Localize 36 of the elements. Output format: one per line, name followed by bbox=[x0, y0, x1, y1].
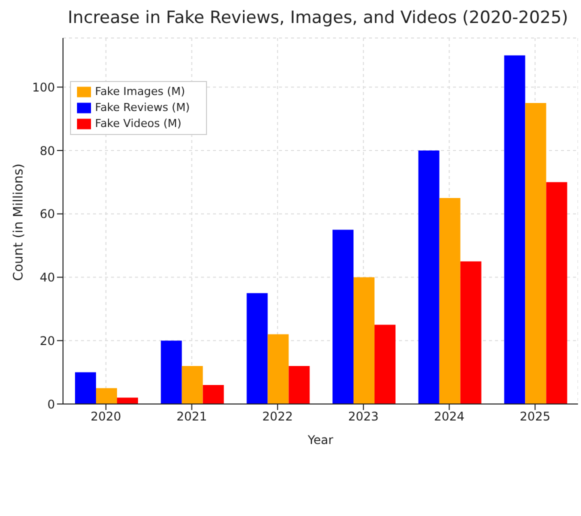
bar bbox=[75, 372, 96, 404]
bar bbox=[418, 150, 440, 404]
x-tick-label: 2020 bbox=[90, 410, 122, 424]
y-tick-label: 20 bbox=[40, 334, 55, 348]
bar bbox=[96, 388, 118, 404]
bar bbox=[182, 366, 203, 404]
x-tick-label: 2021 bbox=[176, 410, 208, 424]
y-tick-label: 0 bbox=[47, 397, 55, 412]
y-axis-title: Count (in Millions) bbox=[12, 164, 27, 281]
chart-title: Increase in Fake Reviews, Images, and Videos (2020-2025) bbox=[66, 8, 570, 30]
legend-label: Fake Videos (M) bbox=[95, 117, 182, 130]
bar bbox=[332, 230, 354, 404]
bar bbox=[546, 182, 568, 404]
x-tick-label: 2025 bbox=[520, 410, 550, 424]
y-tick-label: 60 bbox=[40, 207, 55, 222]
y-tick-label: 40 bbox=[40, 270, 55, 285]
bar bbox=[246, 293, 268, 404]
bar bbox=[504, 55, 526, 404]
y-tick-label: 80 bbox=[40, 144, 55, 158]
bar bbox=[354, 277, 375, 404]
bar bbox=[439, 198, 460, 404]
legend-label: Fake Reviews (M) bbox=[95, 101, 190, 114]
bar bbox=[288, 366, 310, 404]
legend-label: Fake Images (M) bbox=[95, 85, 186, 98]
bar bbox=[460, 261, 482, 404]
bar bbox=[525, 102, 546, 404]
x-tick-label: 2024 bbox=[434, 410, 465, 424]
x-axis-title: Year bbox=[306, 433, 334, 447]
bar bbox=[202, 384, 224, 404]
bar bbox=[268, 334, 289, 404]
y-tick-label: 100 bbox=[32, 80, 55, 94]
x-tick-label: 2023 bbox=[348, 410, 379, 424]
bar bbox=[160, 340, 182, 404]
bar bbox=[117, 398, 138, 404]
bar bbox=[374, 324, 396, 404]
x-tick-label: 2022 bbox=[262, 410, 293, 424]
